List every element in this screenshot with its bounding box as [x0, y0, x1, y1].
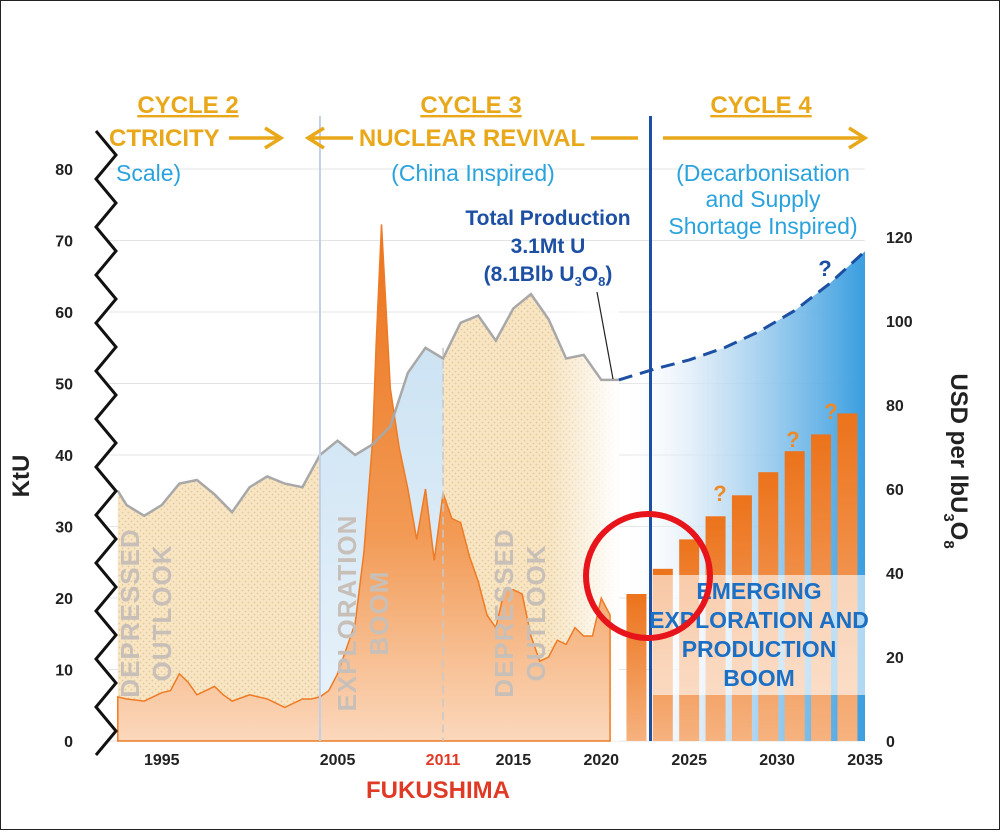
svg-text:PRODUCTION: PRODUCTION: [682, 636, 837, 662]
total-production-label: Total Production 3.1Mt U (8.1Blb U3O8): [465, 207, 631, 380]
price-bar: [626, 594, 647, 741]
cycle-2-header: CYCLE 2 CTRICITY Scale): [109, 92, 285, 186]
right-tick-label: 0: [886, 734, 895, 751]
cycle-4-header: CYCLE 4 (Decarbonisation and Supply Shor…: [663, 92, 869, 239]
x-tick-label: 2015: [496, 752, 532, 769]
x-tick-label: 2035: [847, 752, 883, 769]
x-tick-label: 1995: [144, 752, 180, 769]
right-tick-label: 20: [886, 650, 904, 667]
left-tick-label: 40: [55, 448, 73, 465]
svg-text:(Decarbonisation: (Decarbonisation: [676, 160, 850, 186]
left-tick-label: 50: [55, 377, 73, 394]
question-marks: ? ? ? ?: [713, 256, 837, 506]
right-axis-title: USD per lbU3O8: [940, 373, 972, 548]
total-production-pointer: [596, 291, 614, 380]
svg-text:Scale): Scale): [116, 160, 181, 186]
phase-label-exploration-boom: EXPLORATION BOOM: [332, 515, 394, 712]
right-tick-label: 120: [886, 230, 913, 247]
x-tick-label: 2030: [759, 752, 795, 769]
left-tick-label: 60: [55, 305, 73, 322]
svg-text:(China Inspired): (China Inspired): [391, 160, 555, 186]
right-tick-label: 80: [886, 398, 904, 415]
question-mark-line: ?: [818, 256, 831, 281]
emerging-boom-box: [653, 575, 865, 695]
right-axis-title-main: USD per lbU: [945, 373, 972, 513]
svg-text:OUTLOOK: OUTLOOK: [147, 545, 177, 682]
region-depressed-1: [117, 455, 320, 741]
svg-text:OUTLOOK: OUTLOOK: [521, 545, 551, 682]
axis-break-zigzag: [94, 130, 118, 756]
question-mark-bar-2: ?: [786, 427, 799, 452]
left-axis-title: KtU: [8, 455, 35, 498]
cycle-4-arrow: [663, 126, 869, 150]
production-line: [116, 292, 619, 518]
x-tick-label: 2020: [583, 752, 619, 769]
svg-text:CYCLE 3: CYCLE 3: [420, 92, 521, 119]
svg-text:EXPLORATION: EXPLORATION: [332, 515, 362, 712]
svg-text:USD per lbU3O8: USD per lbU3O8: [940, 373, 972, 548]
svg-text:BOOM: BOOM: [364, 571, 394, 656]
svg-text:CYCLE 4: CYCLE 4: [710, 92, 812, 119]
left-tick-label: 70: [55, 234, 73, 251]
x-tick-label: 2025: [671, 752, 707, 769]
price-area: [117, 224, 611, 742]
left-tick-label: 20: [55, 591, 73, 608]
production-forecast-line: [618, 250, 867, 382]
phase-label-depressed-1: DEPRESSED OUTLOOK: [115, 528, 177, 697]
production-series: [116, 250, 867, 518]
total-production-blb: (8.1Blb U: [484, 263, 575, 286]
svg-text:BOOM: BOOM: [723, 665, 795, 691]
highlight-circle: [583, 511, 713, 641]
svg-text:CTRICITY: CTRICITY: [109, 125, 220, 152]
svg-text:EMERGING: EMERGING: [696, 578, 821, 604]
svg-text:and Supply: and Supply: [705, 186, 821, 212]
price-series: [117, 224, 611, 742]
question-mark-bar-1: ?: [713, 481, 726, 506]
left-tick-label: 0: [64, 734, 73, 751]
x-tick-label: 2005: [320, 752, 356, 769]
x-tick-label: 2011: [426, 752, 461, 769]
svg-text:Total Production: Total Production: [465, 207, 630, 230]
svg-text:(8.1Blb U3O8): (8.1Blb U3O8): [484, 263, 613, 289]
svg-text:CYCLE 2: CYCLE 2: [137, 92, 238, 119]
zigzag-line: [94, 130, 118, 756]
svg-text:Shortage Inspired): Shortage Inspired): [668, 213, 857, 239]
cycle-2-arrow: [229, 126, 285, 150]
emerging-boom-label: EMERGING EXPLORATION AND PRODUCTION BOOM: [649, 578, 869, 691]
right-tick-label: 60: [886, 482, 904, 499]
fukushima-label: FUKUSHIMA: [366, 777, 510, 804]
svg-text:DEPRESSED: DEPRESSED: [489, 528, 519, 697]
left-tick-label: 30: [55, 520, 73, 537]
right-tick-label: 100: [886, 314, 913, 331]
right-tick-label: 40: [886, 566, 904, 583]
svg-text:DEPRESSED: DEPRESSED: [115, 528, 145, 697]
left-tick-label: 10: [55, 663, 73, 680]
question-mark-bar-3: ?: [824, 399, 837, 424]
svg-text:3.1Mt U: 3.1Mt U: [511, 235, 586, 258]
left-tick-label: 80: [55, 162, 73, 179]
svg-text:NUCLEAR REVIVAL: NUCLEAR REVIVAL: [359, 125, 585, 152]
cycle-3-left-arrow: [304, 126, 353, 150]
phase-label-depressed-2: DEPRESSED OUTLOOK: [489, 528, 551, 697]
cycle-3-header: CYCLE 3 NUCLEAR REVIVAL (China Inspired): [304, 92, 638, 186]
